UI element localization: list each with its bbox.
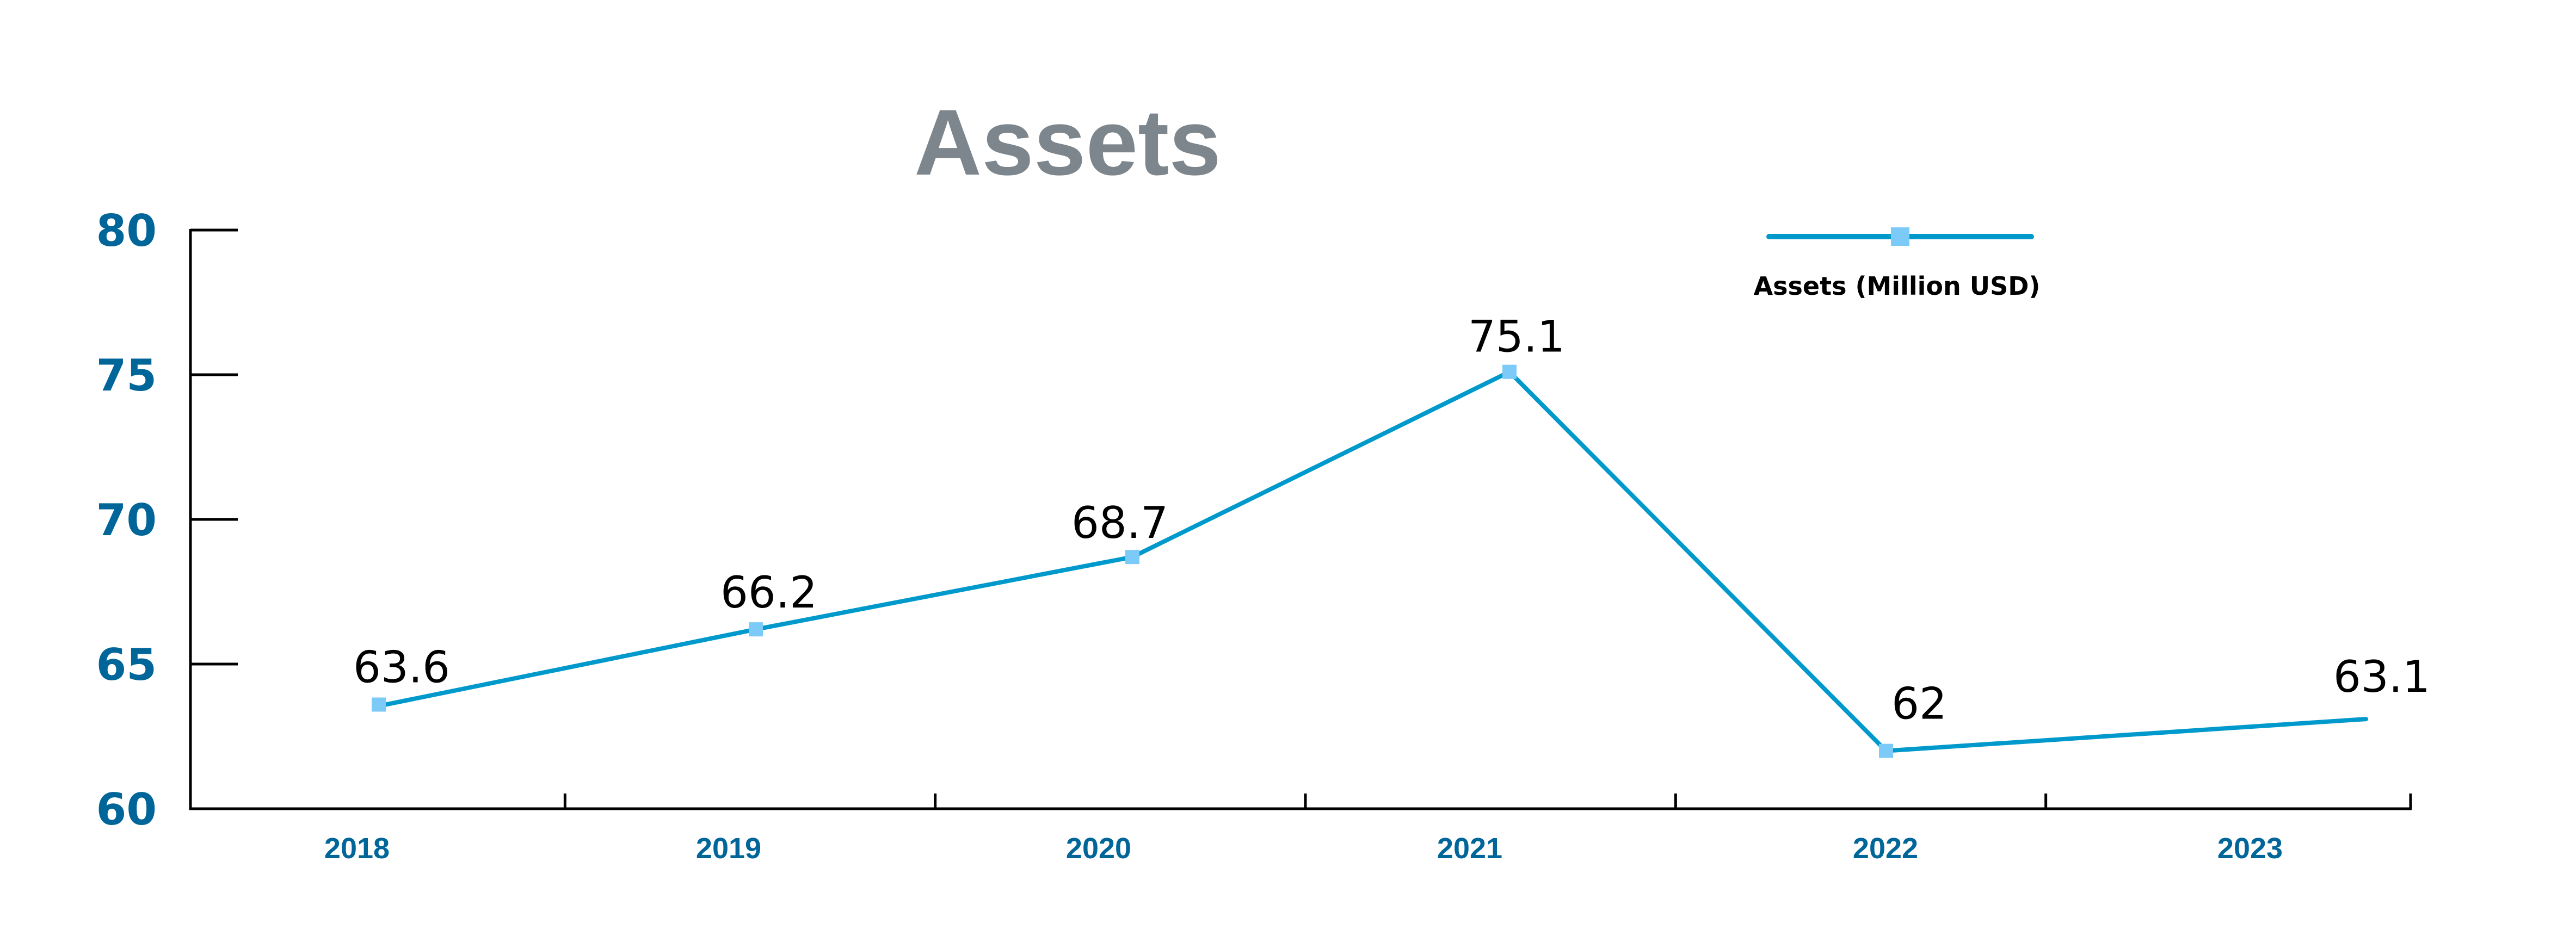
data-label: 68.7 xyxy=(1071,498,1168,548)
y-tick-label: 75 xyxy=(96,350,157,401)
series-assets xyxy=(372,364,2368,758)
x-tick-label: 2018 xyxy=(324,832,390,865)
x-tick-label: 2022 xyxy=(1853,832,1918,865)
legend-label: Assets (Million USD) xyxy=(1754,271,2041,301)
y-tick-label: 60 xyxy=(96,784,157,835)
data-label: 63.6 xyxy=(353,642,450,692)
data-label: 66.2 xyxy=(720,567,817,618)
data-labels: 63.6 66.2 68.7 75.1 62 63.1 xyxy=(353,312,2430,729)
x-axis: 2018 2019 2020 2021 2022 2023 xyxy=(189,794,2412,865)
y-tick-label: 80 xyxy=(96,206,157,256)
y-axis: 60 65 70 75 80 xyxy=(96,206,238,835)
legend: Assets (Million USD) xyxy=(1754,227,2041,301)
data-label: 62 xyxy=(1891,679,1947,729)
chart-title: Assets xyxy=(914,90,1221,195)
x-tick-label: 2019 xyxy=(696,832,761,865)
square-marker-icon xyxy=(1879,743,1893,758)
square-marker-icon xyxy=(1125,550,1139,565)
square-marker-icon xyxy=(749,622,763,637)
data-label: 63.1 xyxy=(2333,652,2430,702)
x-tick-label: 2023 xyxy=(2217,832,2283,865)
y-tick-label: 65 xyxy=(96,640,157,690)
series-line xyxy=(384,369,2368,753)
legend-square-marker-icon xyxy=(1891,227,1909,246)
data-label: 75.1 xyxy=(1468,312,1565,362)
x-tick-label: 2021 xyxy=(1437,832,1502,865)
square-marker-icon xyxy=(1502,364,1517,379)
square-marker-icon xyxy=(372,697,386,712)
x-tick-label: 2020 xyxy=(1066,832,1131,865)
y-tick-label: 70 xyxy=(96,495,157,546)
